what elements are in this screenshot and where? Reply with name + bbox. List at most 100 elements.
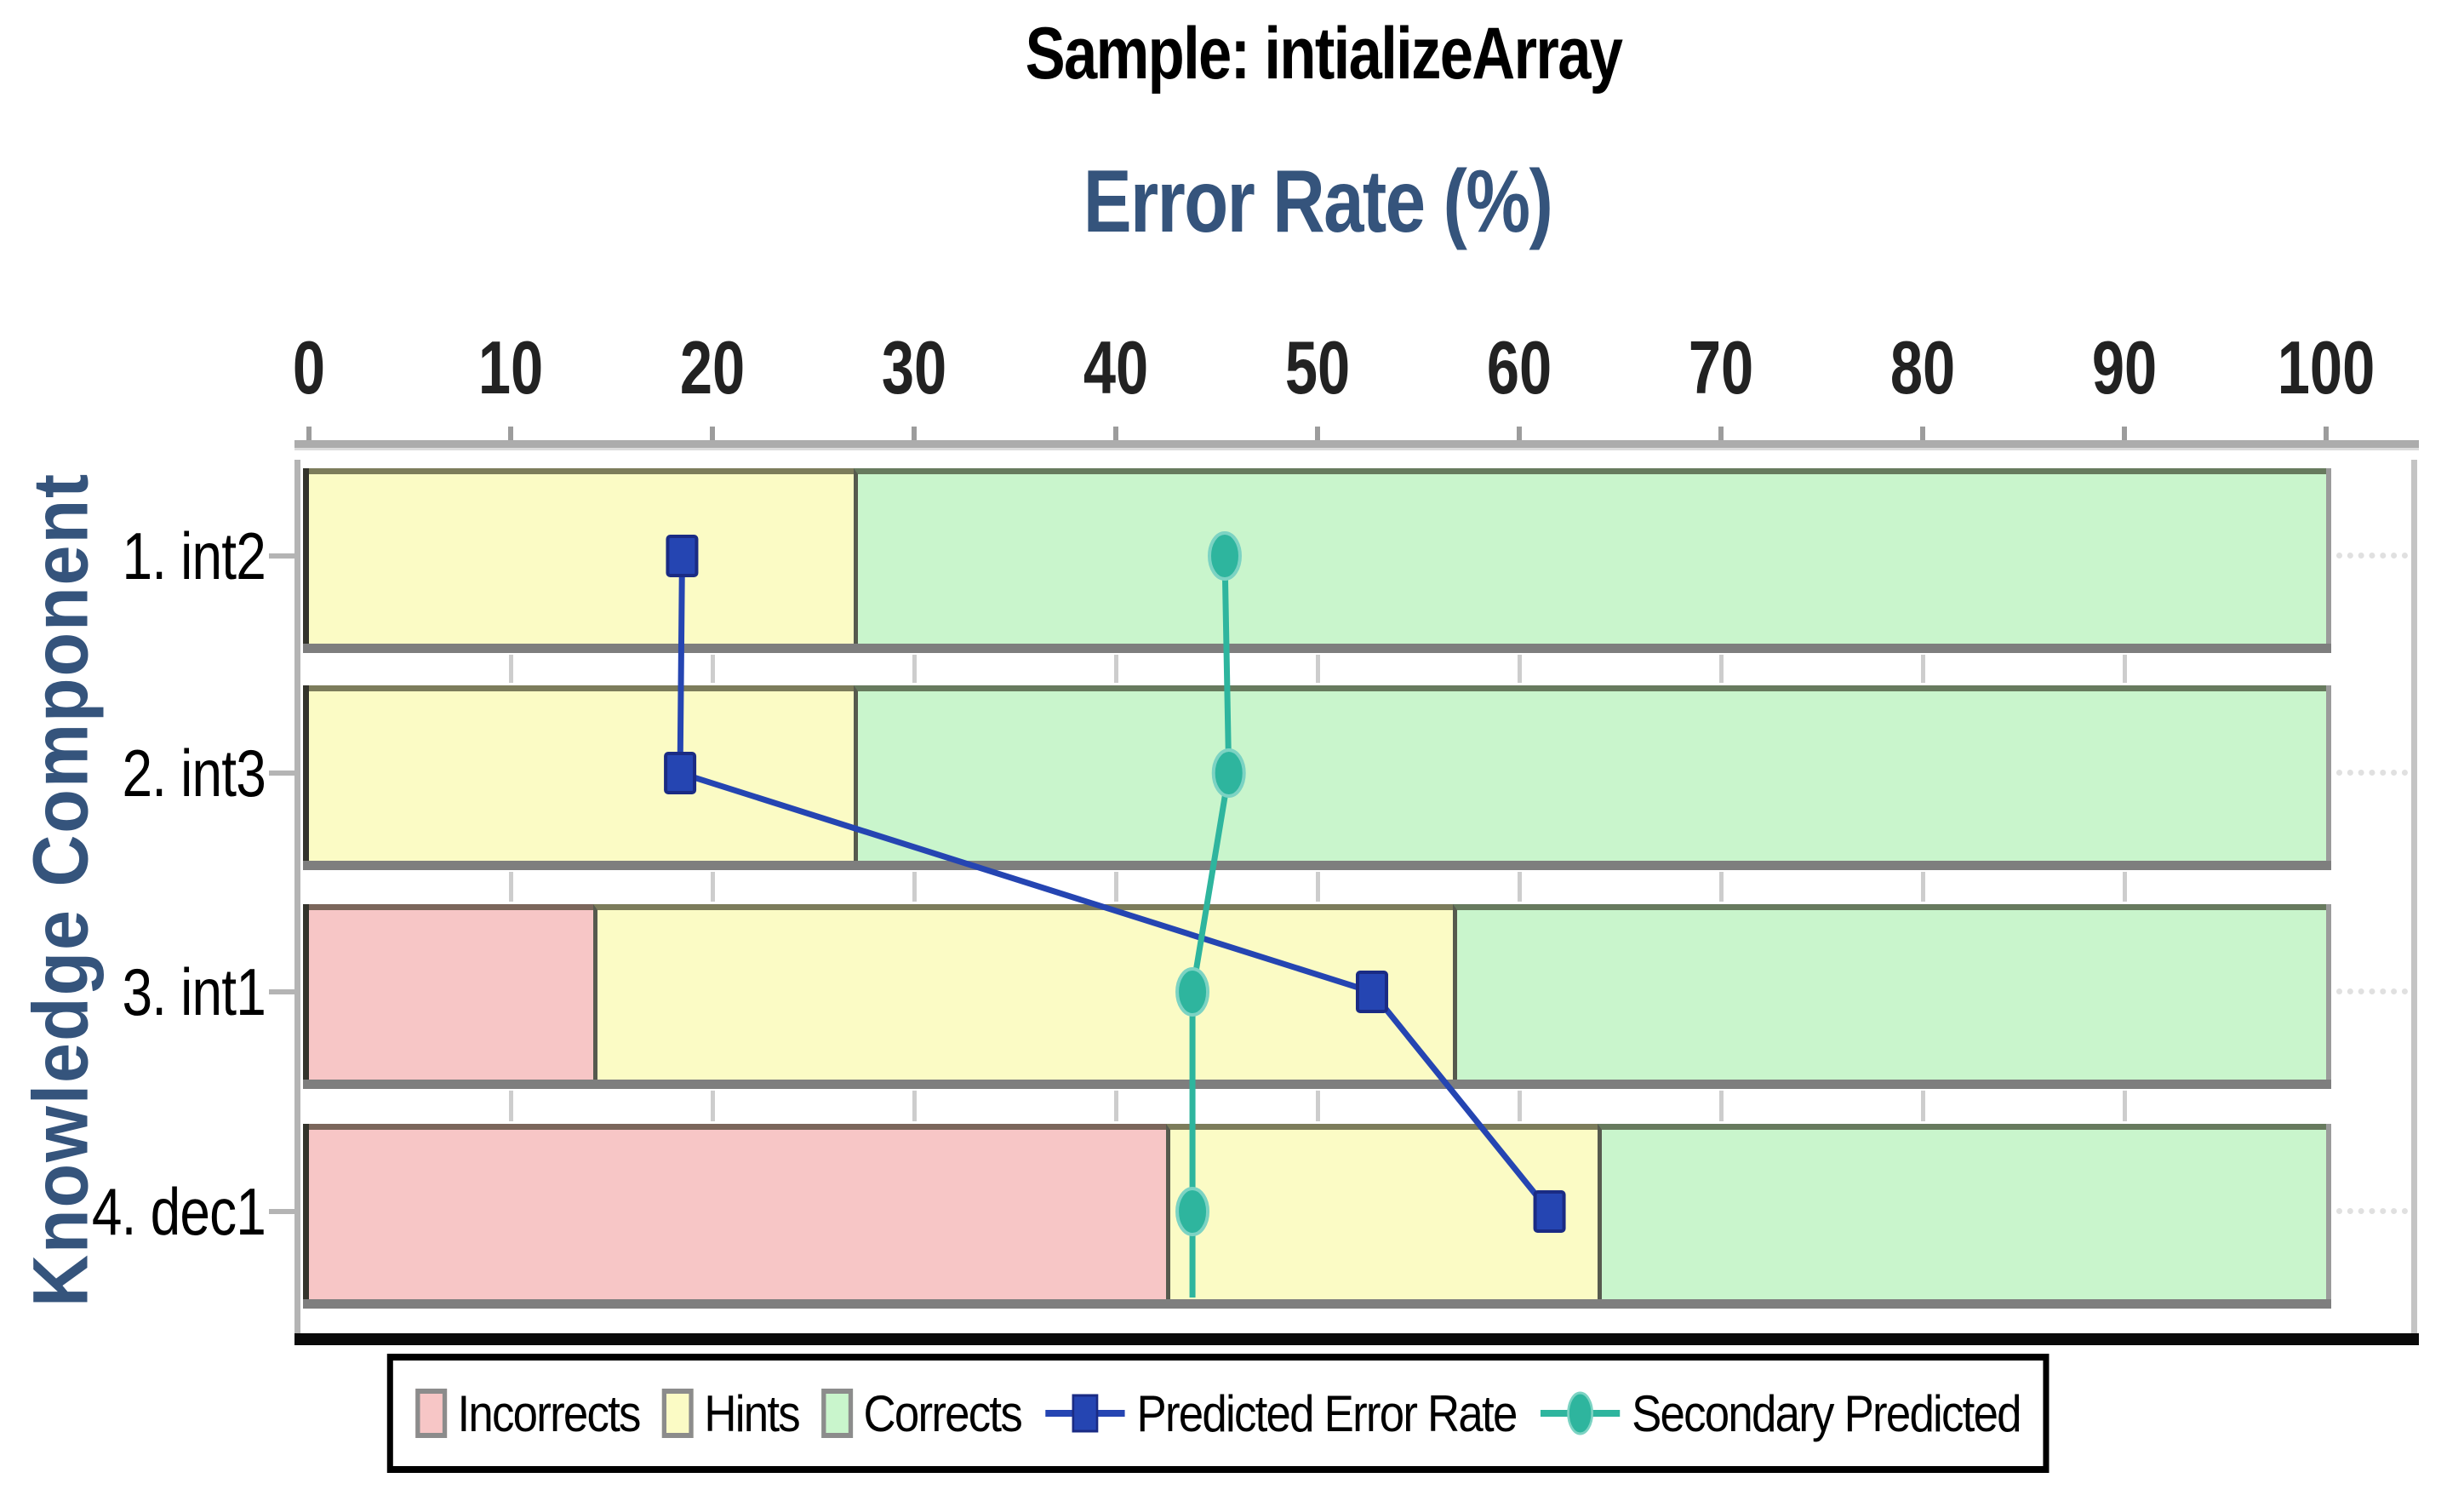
bar-segment-corrects [853,685,2326,861]
x-tick-label: 40 [1083,325,1149,410]
y-tick-mark [269,1209,294,1214]
gap-tick-stub [711,872,715,902]
legend-swatch-corrects [821,1389,854,1438]
gap-tick-stub [912,655,917,683]
x-tick-label: 0 [292,325,326,410]
y-tick-mark [269,989,294,994]
bar-right-cap [2326,1124,2331,1299]
row-label: 2. int3 [122,736,266,811]
x-tick-mark [1920,427,1925,440]
bar-left-border [303,904,309,1080]
x-tick-label: 90 [2091,325,2158,410]
x-tick-mark [1517,427,1522,440]
bar-bottom-shadow [303,1080,2331,1089]
x-axis-title: Error Rate (%) [1083,152,1553,251]
gap-tick-stub [1921,655,1925,683]
gap-tick-stub [1518,872,1522,902]
legend-label-predicted-error-rate: Predicted Error Rate [1136,1384,1518,1442]
x-tick-mark [912,427,917,440]
legend-item-incorrects: Incorrects [415,1384,641,1443]
bar-bottom-shadow [303,861,2331,870]
legend-item-corrects: Corrects [821,1384,1023,1443]
gap-tick-stub [1114,655,1118,683]
legend-item-secondary-predicted: Secondary Predicted [1539,1384,2022,1443]
gap-tick-stub [912,1091,917,1121]
bar-right-cap [2326,904,2331,1080]
gap-tick-stub [711,655,715,683]
gap-tick-stub [1719,872,1724,902]
bar-segment-incorrects [309,904,594,1080]
bar-left-border [303,468,309,644]
x-tick-label: 60 [1486,325,1552,410]
sample-title: Sample: intializeArray [1025,13,1623,95]
legend-label-hints: Hints [704,1384,800,1442]
gap-tick-stub [2123,872,2127,902]
gap-tick-stub [711,1091,715,1121]
bar-bottom-shadow [303,644,2331,653]
x-tick-mark [1315,427,1320,440]
gap-tick-stub [1316,655,1320,683]
x-tick-label: 80 [1889,325,1956,410]
x-tick-mark [306,427,312,440]
legend: Incorrects Hints Corrects Predicted Error R… [386,1354,2050,1473]
legend-item-hints: Hints [662,1384,801,1443]
bar-segment-incorrects [309,1124,1167,1299]
legend-swatch-incorrects [415,1389,448,1438]
gap-tick-stub [2123,1091,2127,1121]
gap-tick-stub [1114,1091,1118,1121]
x-tick-label: 10 [477,325,544,410]
gap-tick-stub [1921,872,1925,902]
x-tick-mark [710,427,715,440]
bar-left-border [303,685,309,861]
bar-segment-corrects [853,468,2326,644]
gap-tick-stub [1114,872,1118,902]
gap-tick-stub [2123,655,2127,683]
x-tick-label: 50 [1284,325,1351,410]
x-tick-mark [508,427,513,440]
plot-right-border [2411,460,2417,1333]
row-dotted-leader [2336,770,2408,776]
plot-bottom-border [294,1333,2419,1345]
x-tick-label: 100 [2277,325,2375,410]
x-tick-label: 20 [679,325,746,410]
gap-tick-stub [1719,1091,1724,1121]
x-tick-label: 70 [1688,325,1754,410]
gap-tick-stub [1518,655,1522,683]
y-tick-mark [269,771,294,776]
x-tick-mark [2122,427,2127,440]
gap-tick-stub [912,872,917,902]
x-tick-mark [2324,427,2329,440]
gap-tick-stub [509,872,513,902]
gap-tick-stub [509,655,513,683]
y-axis-line [294,460,300,1333]
gap-tick-stub [1316,872,1320,902]
legend-marker-predicted-error-rate [1045,1394,1125,1433]
row-label: 3. int1 [122,954,266,1029]
legend-item-predicted-error-rate: Predicted Error Rate [1043,1384,1518,1443]
bar-segment-corrects [1598,1124,2326,1299]
bar-segment-hints [309,468,854,644]
gap-tick-stub [509,1091,513,1121]
row-dotted-leader [2336,553,2408,559]
bar-segment-hints [593,904,1453,1080]
x-tick-mark [1718,427,1724,440]
gap-tick-stub [1921,1091,1925,1121]
x-axis-line [294,440,2419,450]
legend-label-incorrects: Incorrects [457,1384,641,1442]
row-dotted-leader [2336,988,2408,994]
bar-segment-corrects [1452,904,2326,1080]
x-tick-mark [1113,427,1118,440]
y-tick-mark [269,553,294,559]
gap-tick-stub [1719,655,1724,683]
legend-label-corrects: Corrects [863,1384,1023,1442]
legend-marker-secondary-predicted [1540,1391,1620,1435]
legend-swatch-hints [662,1389,695,1438]
gap-tick-stub [1518,1091,1522,1121]
row-dotted-leader [2336,1208,2408,1214]
bar-segment-hints [309,685,854,861]
gap-tick-stub [1316,1091,1320,1121]
bar-bottom-shadow [303,1299,2331,1309]
x-tick-label: 30 [881,325,947,410]
legend-label-secondary-predicted: Secondary Predicted [1632,1384,2021,1442]
